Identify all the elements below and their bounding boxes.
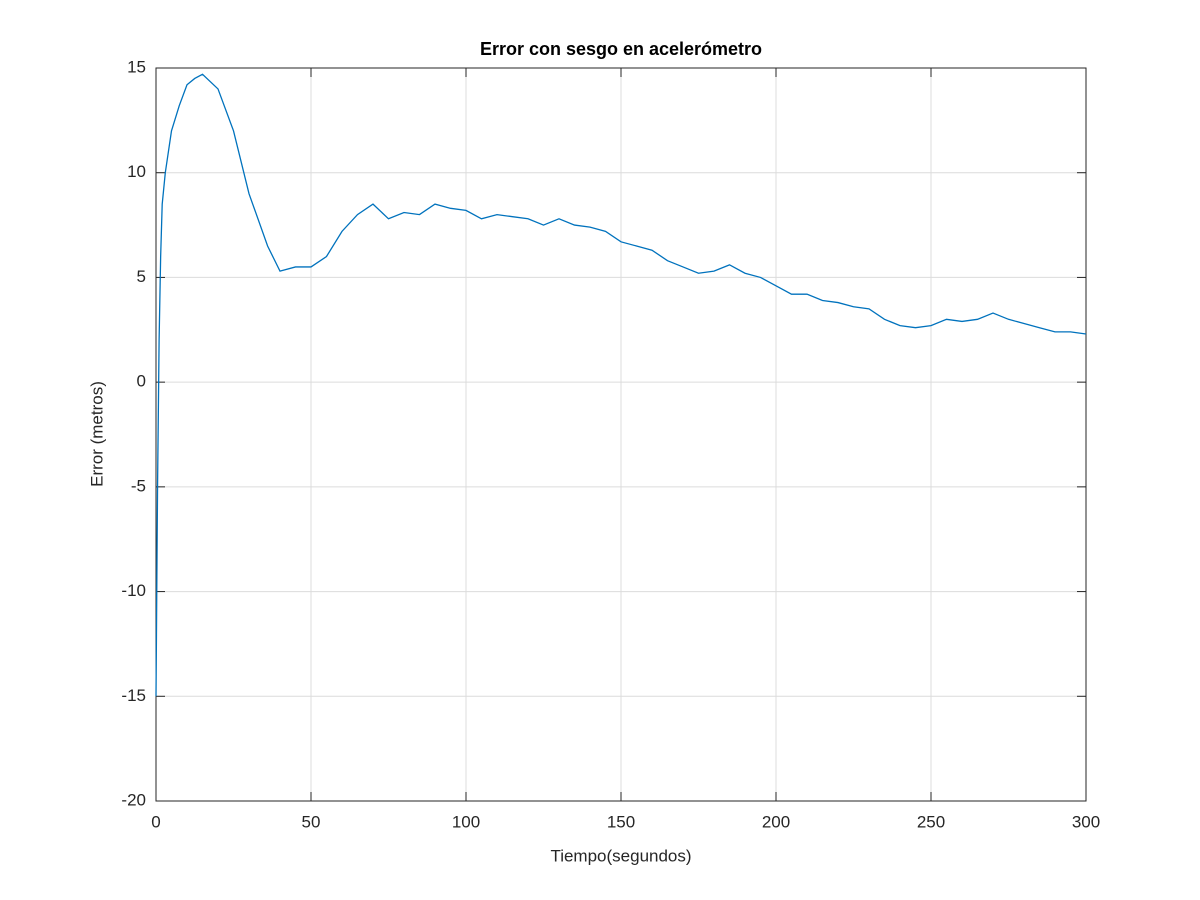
x-tick-label: 100 [452,812,480,831]
y-tick-label: 15 [127,57,146,76]
x-tick-label: 50 [302,812,321,831]
x-tick-label: 150 [607,812,635,831]
x-tick-label: 250 [917,812,945,831]
y-tick-label: -5 [131,476,146,495]
y-tick-label: -10 [121,581,146,600]
y-tick-label: 5 [137,267,146,286]
data-line [155,73,1087,697]
x-tick-label: 300 [1072,812,1100,831]
chart-title: Error con sesgo en acelerómetro [480,39,762,59]
x-tick-label: 200 [762,812,790,831]
y-tick-label: 0 [137,372,146,391]
y-tick-label: -15 [121,686,146,705]
x-axis-label: Tiempo(segundos) [550,846,691,865]
axes-box [155,67,1087,802]
x-tick-label: 0 [151,812,160,831]
y-tick-label: -20 [121,790,146,809]
y-tick-label: 10 [127,162,146,181]
y-axis-label: Error (metros) [87,381,106,487]
